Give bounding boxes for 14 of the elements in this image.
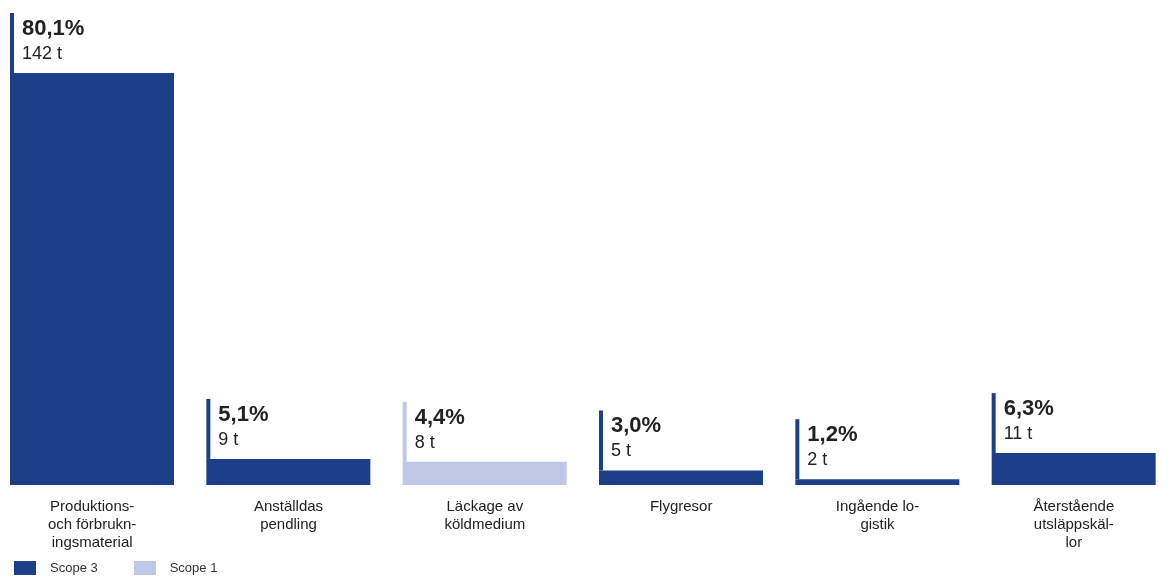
x-tick-label: Återstående utsläppskäl- lor	[1033, 497, 1115, 550]
data-label: 1,2% 2 t	[807, 421, 858, 470]
data-label: 3,0% 5 t	[611, 412, 662, 461]
data-label: 5,1% 9 t	[218, 400, 269, 449]
x-tick-label: Läckage av köldmedium	[444, 497, 526, 532]
data-label: 6,3% 11 t	[1003, 395, 1054, 444]
data-label: 80,1% 142 t	[22, 15, 85, 63]
legend-label: Scope 1	[169, 560, 218, 575]
x-tick-label: Produktions- och förbrukn- ingsmaterial	[47, 497, 137, 550]
x-tick-label: Ingående lo- gistik	[835, 497, 920, 532]
data-label: 4,4% 8 t	[414, 403, 465, 452]
x-tick-label: Flygresor	[649, 497, 713, 514]
x-tick-label: Anställdas pendling	[253, 497, 324, 532]
legend-label: Scope 3	[50, 560, 98, 575]
